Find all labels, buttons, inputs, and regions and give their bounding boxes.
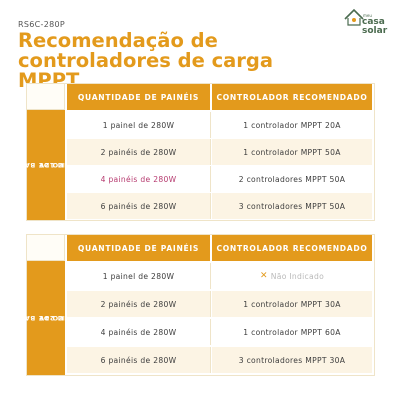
logo-text-2: casa bbox=[362, 17, 385, 27]
table-row-controller: 1 controlador MPPT 60A bbox=[243, 327, 341, 337]
side-band: BANCO DE BATERIAS EM 12V bbox=[0, 84, 81, 220]
table-row-panels: 2 painéis de 280W bbox=[67, 291, 211, 317]
table-row-controller: 1 controlador MPPT 30A bbox=[212, 291, 372, 317]
header-panels: QUANTIDADE DE PAINÉIS bbox=[67, 84, 210, 110]
table-row-panels: 2 painéis de 280W bbox=[67, 139, 211, 165]
logo-text-1: meu bbox=[363, 13, 372, 18]
side-label: BANCO DE BATERIAS EM 12V bbox=[0, 110, 81, 220]
table-row-panels: 4 painéis de 280W bbox=[67, 319, 211, 345]
title-line-1: Recomendação de bbox=[18, 29, 218, 52]
table-row-panels: 4 painéis de 280W bbox=[67, 166, 211, 192]
document-code: RS6C-280P bbox=[18, 20, 65, 29]
table-row-controller: 3 controladores MPPT 30A bbox=[212, 347, 372, 373]
header-controller: CONTROLADOR RECOMENDADO bbox=[212, 235, 372, 261]
not-indicated-text: Não Indicado bbox=[270, 271, 325, 281]
brand-logo: meu casa solar bbox=[343, 7, 391, 47]
table-12v: BANCO DE BATERIAS EM 12V QUANTIDADE DE P… bbox=[0, 83, 375, 221]
table-row-panels: 6 painéis de 280W bbox=[67, 347, 211, 373]
table-row-controller: 3 controladores MPPT 50A bbox=[212, 193, 372, 219]
house-sun-icon bbox=[344, 8, 364, 26]
x-mark-icon: ✕ bbox=[259, 271, 268, 281]
corner-cell bbox=[27, 235, 65, 261]
side-band: BANCO DE BATERIAS EM 24V bbox=[0, 235, 81, 375]
table-row-panels: 1 painel de 280W bbox=[67, 112, 211, 138]
table-row-panels: 6 painéis de 280W bbox=[67, 193, 211, 219]
table-row-controller: 1 controlador MPPT 20A bbox=[243, 120, 341, 130]
table-row-panels: 1 painel de 280W bbox=[67, 263, 211, 289]
side-label: BANCO DE BATERIAS EM 24V bbox=[0, 261, 81, 375]
table-24v: BANCO DE BATERIAS EM 24V QUANTIDADE DE P… bbox=[0, 234, 375, 376]
table-row-controller: 1 controlador MPPT 50A bbox=[212, 139, 372, 165]
logo-text-3: solar bbox=[362, 26, 388, 36]
table-row-controller: ✕ Não Indicado bbox=[212, 263, 372, 289]
header-controller: CONTROLADOR RECOMENDADO bbox=[212, 84, 372, 110]
corner-cell bbox=[27, 84, 65, 110]
header-panels: QUANTIDADE DE PAINÉIS bbox=[67, 235, 210, 261]
table-row-controller: 2 controladores MPPT 50A bbox=[238, 174, 346, 184]
page-title: Recomendação de controladores de carga M… bbox=[18, 31, 318, 91]
